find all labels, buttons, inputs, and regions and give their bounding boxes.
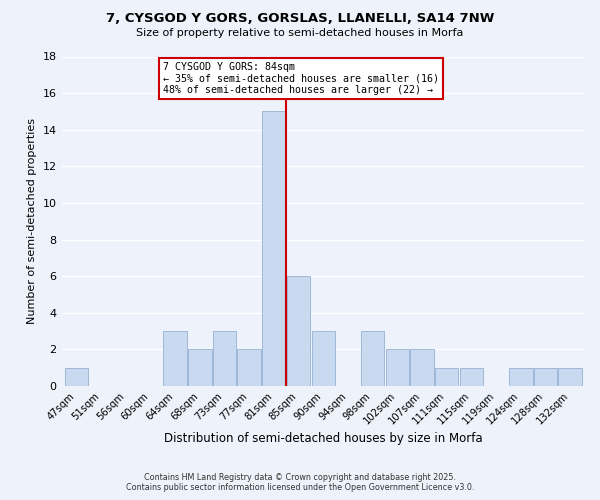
Bar bbox=[509, 368, 533, 386]
Text: Contains public sector information licensed under the Open Government Licence v3: Contains public sector information licen… bbox=[126, 484, 474, 492]
Text: 7, CYSGOD Y GORS, GORSLAS, LLANELLI, SA14 7NW: 7, CYSGOD Y GORS, GORSLAS, LLANELLI, SA1… bbox=[106, 12, 494, 26]
Y-axis label: Number of semi-detached properties: Number of semi-detached properties bbox=[27, 118, 37, 324]
Bar bbox=[386, 350, 409, 386]
Bar bbox=[188, 350, 212, 386]
Bar bbox=[213, 331, 236, 386]
Bar bbox=[361, 331, 385, 386]
X-axis label: Distribution of semi-detached houses by size in Morfa: Distribution of semi-detached houses by … bbox=[164, 432, 482, 445]
Bar bbox=[460, 368, 483, 386]
Bar bbox=[163, 331, 187, 386]
Bar bbox=[410, 350, 434, 386]
Bar bbox=[559, 368, 582, 386]
Bar bbox=[262, 112, 286, 386]
Bar bbox=[435, 368, 458, 386]
Bar bbox=[534, 368, 557, 386]
Bar bbox=[311, 331, 335, 386]
Bar bbox=[238, 350, 261, 386]
Bar bbox=[287, 276, 310, 386]
Text: Size of property relative to semi-detached houses in Morfa: Size of property relative to semi-detach… bbox=[136, 28, 464, 38]
Text: Contains HM Land Registry data © Crown copyright and database right 2025.: Contains HM Land Registry data © Crown c… bbox=[144, 472, 456, 482]
Bar bbox=[65, 368, 88, 386]
Text: 7 CYSGOD Y GORS: 84sqm
← 35% of semi-detached houses are smaller (16)
48% of sem: 7 CYSGOD Y GORS: 84sqm ← 35% of semi-det… bbox=[163, 62, 439, 95]
